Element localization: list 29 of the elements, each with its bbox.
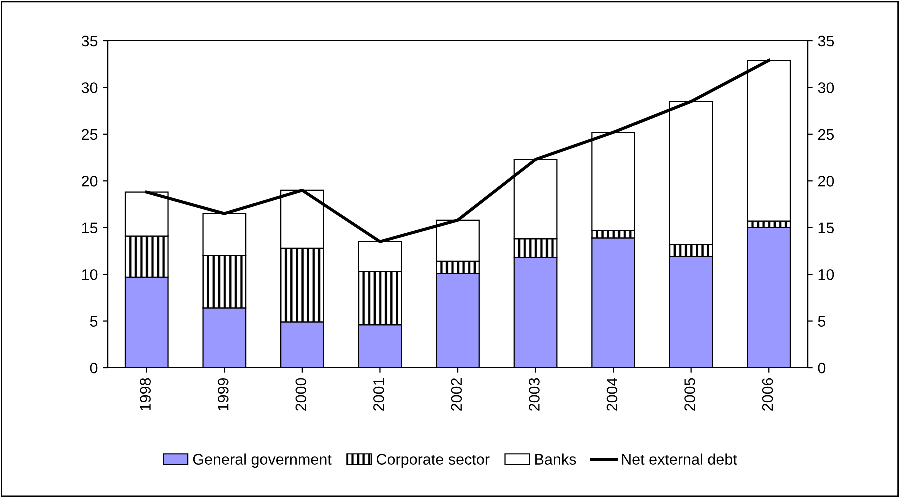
legend-label: Banks [536,454,576,465]
y-tick-label: 0 [90,362,98,374]
x-tick-label: 2003 [529,378,540,411]
x-tick-label: 2002 [451,378,462,411]
x-tick-label: 2005 [684,378,696,411]
y2-tick-label: 30 [818,82,834,94]
y-tick-label: 5 [90,316,98,327]
y-tick-label: 20 [82,176,98,187]
y-tick-label: 25 [82,129,98,140]
x-tick-label: 2004 [606,378,618,411]
x-tick-label: 2000 [296,378,307,411]
y-tick-label: 15 [82,222,98,234]
y2-tick-label: 0 [818,362,826,374]
x-tick-label: 2001 [374,378,384,411]
legend-label: General government [193,454,332,468]
y-tick-label: 35 [82,36,98,47]
x-tick-label: 1999 [218,378,229,411]
y2-tick-label: 5 [818,316,826,327]
y2-tick-label: 15 [818,222,834,234]
x-tick-label: 1998 [140,378,151,411]
legend-label: Corporate sector [376,454,490,468]
x-tick-label: 2006 [762,378,774,411]
y2-tick-label: 10 [818,269,834,280]
legend-label: Net external debt [622,454,738,465]
y-tick-label: 10 [82,269,98,280]
y2-tick-label: 25 [818,129,834,140]
y2-tick-label: 35 [818,36,834,47]
y-tick-label: 30 [82,82,98,94]
y2-tick-label: 20 [818,176,834,187]
